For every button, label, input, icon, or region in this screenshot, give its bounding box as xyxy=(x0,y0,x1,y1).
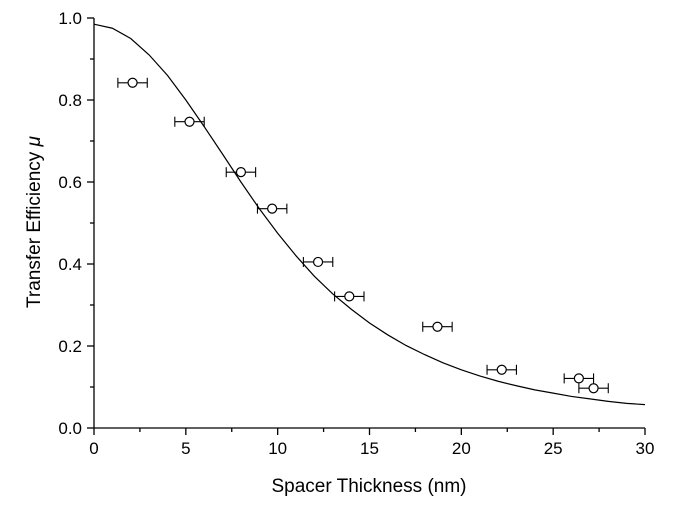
data-point-group xyxy=(117,77,148,88)
data-point-group xyxy=(422,321,453,332)
fit-curve-layer xyxy=(93,23,646,406)
data-point xyxy=(184,116,195,127)
y-tick-label: 0.2 xyxy=(58,337,82,356)
data-point-group xyxy=(302,256,334,268)
data-point xyxy=(432,321,443,332)
x-tick-label: 15 xyxy=(360,439,379,458)
y-tick-label: 0.4 xyxy=(58,255,82,274)
data-point xyxy=(235,167,247,178)
x-tick-label: 5 xyxy=(181,439,190,458)
data-point xyxy=(344,291,355,302)
axes: 0 5 10 15 20 25 30 0.0 0.2 0.4 0.6 0.8 1.0 xyxy=(58,9,654,458)
data-point xyxy=(496,364,507,375)
y-axis-title-text: Transfer Efficiency xyxy=(24,146,45,308)
data-point-group xyxy=(225,167,257,178)
data-points-layer xyxy=(117,77,609,394)
data-point-group xyxy=(174,116,205,127)
x-tick-label: 25 xyxy=(544,439,563,458)
x-tick-label: 20 xyxy=(452,439,471,458)
data-point-group xyxy=(578,383,609,394)
x-tick-label: 10 xyxy=(268,439,287,458)
y-axis-title-symbol: μ xyxy=(24,135,45,147)
data-point-group xyxy=(486,364,517,375)
y-axis-title: Transfer Efficiency μ xyxy=(24,135,45,308)
data-point-group xyxy=(256,203,288,214)
fit-curve xyxy=(93,23,646,406)
y-tick-label: 1.0 xyxy=(58,9,82,28)
y-tick-label: 0.6 xyxy=(58,173,82,192)
data-point xyxy=(127,77,138,88)
x-axis-title: Spacer Thickness (nm) xyxy=(272,476,467,497)
x-tick-label: 30 xyxy=(636,439,655,458)
data-point-group xyxy=(563,373,595,384)
y-tick-label: 0.0 xyxy=(58,419,82,438)
x-tick-label: 0 xyxy=(89,439,98,458)
data-point xyxy=(312,256,324,268)
data-point xyxy=(267,203,278,214)
data-point xyxy=(573,373,584,384)
data-point-group xyxy=(334,291,365,302)
y-tick-label: 0.8 xyxy=(58,91,82,110)
data-point xyxy=(588,383,599,394)
